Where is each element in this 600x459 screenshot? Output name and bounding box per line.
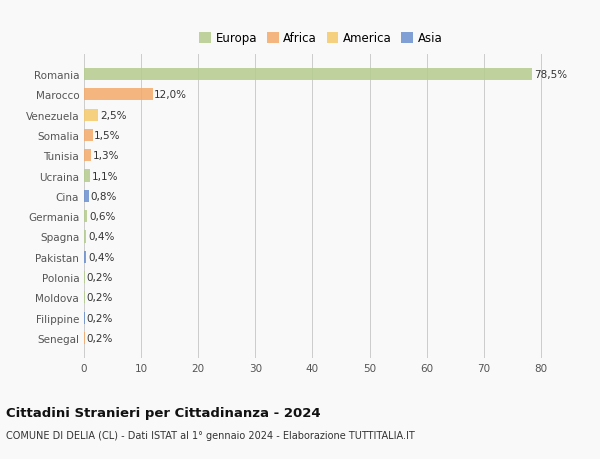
Bar	[84, 251, 86, 263]
Bar	[84, 271, 85, 284]
Text: 0,2%: 0,2%	[87, 313, 113, 323]
Bar	[84, 332, 85, 344]
Bar	[84, 211, 88, 223]
Text: 0,6%: 0,6%	[89, 212, 116, 222]
Legend: Europa, Africa, America, Asia: Europa, Africa, America, Asia	[194, 28, 448, 50]
Text: 0,4%: 0,4%	[88, 252, 115, 262]
Text: 12,0%: 12,0%	[154, 90, 187, 100]
Text: 0,2%: 0,2%	[87, 333, 113, 343]
Bar	[84, 170, 90, 182]
Bar	[84, 129, 92, 142]
Bar	[84, 190, 89, 202]
Text: 0,4%: 0,4%	[88, 232, 115, 242]
Bar	[84, 231, 86, 243]
Text: 1,5%: 1,5%	[94, 131, 121, 140]
Text: COMUNE DI DELIA (CL) - Dati ISTAT al 1° gennaio 2024 - Elaborazione TUTTITALIA.I: COMUNE DI DELIA (CL) - Dati ISTAT al 1° …	[6, 430, 415, 440]
Bar	[84, 150, 91, 162]
Bar	[84, 109, 98, 122]
Text: 1,3%: 1,3%	[93, 151, 119, 161]
Text: 0,2%: 0,2%	[87, 293, 113, 302]
Text: 0,8%: 0,8%	[90, 191, 116, 202]
Text: 0,2%: 0,2%	[87, 273, 113, 282]
Text: 2,5%: 2,5%	[100, 111, 127, 120]
Bar	[84, 69, 532, 81]
Bar	[84, 291, 85, 304]
Bar	[84, 89, 152, 101]
Text: Cittadini Stranieri per Cittadinanza - 2024: Cittadini Stranieri per Cittadinanza - 2…	[6, 406, 320, 419]
Text: 1,1%: 1,1%	[92, 171, 118, 181]
Bar	[84, 312, 85, 324]
Text: 78,5%: 78,5%	[534, 70, 567, 80]
